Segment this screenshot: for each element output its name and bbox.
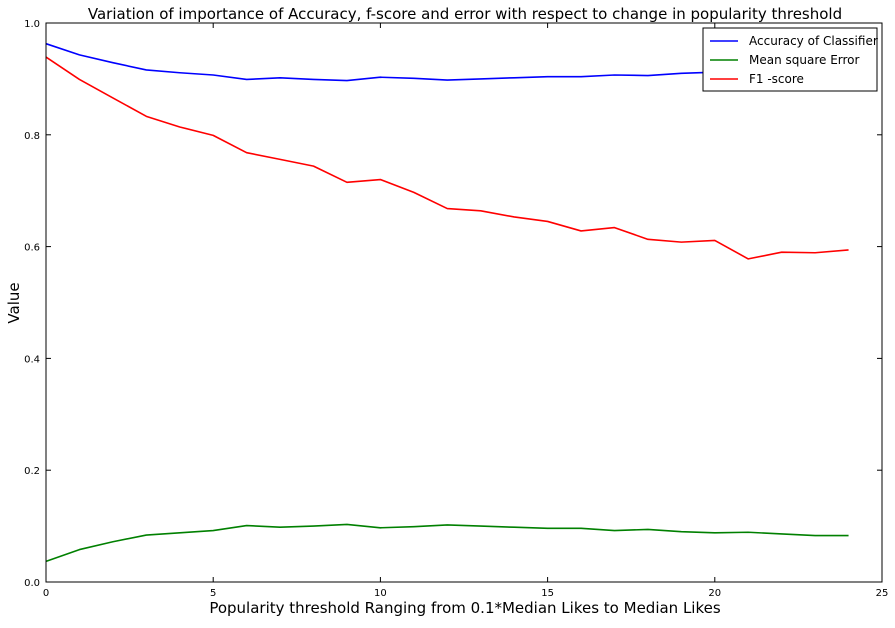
x-tick-label: 0 bbox=[43, 588, 49, 599]
plot-background bbox=[46, 23, 882, 582]
legend: Accuracy of Classifier Mean square Error F… bbox=[702, 27, 878, 92]
legend-label: Mean square Error bbox=[749, 53, 860, 67]
y-tick-label: 0.6 bbox=[24, 243, 40, 254]
x-tick-label: 20 bbox=[708, 588, 721, 599]
series-line-mean-square-error bbox=[45, 523, 849, 563]
y-tick-label: 0.0 bbox=[24, 578, 40, 589]
legend-label: Accuracy of Classifier bbox=[749, 34, 878, 48]
x-tick-label: 10 bbox=[374, 588, 387, 599]
x-tick-label: 25 bbox=[876, 588, 889, 599]
x-axis-label: Popularity threshold Ranging from 0.1*Me… bbox=[209, 599, 721, 617]
plot-frame bbox=[45, 22, 883, 583]
y-tick-label: 0.4 bbox=[24, 354, 40, 365]
y-tick-label: 0.2 bbox=[24, 466, 40, 477]
y-tick-label: 0.8 bbox=[24, 131, 40, 142]
chart-title: Variation of importance of Accuracy, f-s… bbox=[88, 5, 842, 23]
axes-frame bbox=[45, 22, 883, 583]
x-tick-label: 5 bbox=[210, 588, 216, 599]
series-line-f1-score bbox=[45, 56, 849, 260]
y-tick-label: 1.0 bbox=[24, 19, 40, 30]
y-axis-label: Value bbox=[5, 282, 23, 323]
legend-label: F1 -score bbox=[749, 72, 804, 86]
plot-area bbox=[46, 23, 882, 582]
x-tick-label: 15 bbox=[541, 588, 554, 599]
